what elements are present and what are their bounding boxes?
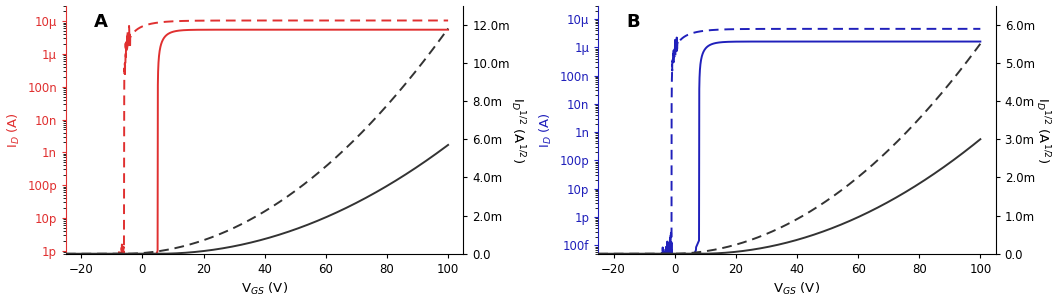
Y-axis label: I$_{D}$ (A): I$_{D}$ (A) bbox=[5, 112, 21, 148]
Text: B: B bbox=[626, 13, 639, 31]
X-axis label: V$_{GS}$ (V): V$_{GS}$ (V) bbox=[774, 281, 820, 298]
Y-axis label: I$_{D}$$^{1/2}$ (A$^{1/2}$): I$_{D}$$^{1/2}$ (A$^{1/2}$) bbox=[508, 97, 526, 163]
X-axis label: V$_{GS}$ (V): V$_{GS}$ (V) bbox=[241, 281, 289, 298]
Y-axis label: I$_{D}$$^{1/2}$ (A$^{1/2}$): I$_{D}$$^{1/2}$ (A$^{1/2}$) bbox=[1033, 97, 1052, 163]
Text: A: A bbox=[94, 13, 108, 31]
Y-axis label: I$_{D}$ (A): I$_{D}$ (A) bbox=[538, 112, 554, 148]
